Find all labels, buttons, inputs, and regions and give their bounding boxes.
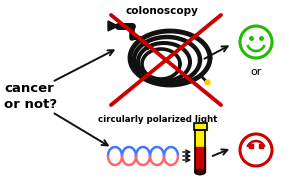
Bar <box>193 123 206 130</box>
Bar <box>193 123 206 130</box>
Polygon shape <box>108 21 118 31</box>
Text: cancer
or not?: cancer or not? <box>4 83 57 112</box>
Bar <box>195 130 205 147</box>
Bar <box>195 147 205 172</box>
Text: or: or <box>250 67 262 77</box>
Ellipse shape <box>195 170 205 174</box>
Bar <box>195 130 205 172</box>
Text: circularly polarized light: circularly polarized light <box>98 115 218 123</box>
Text: colonoscopy: colonoscopy <box>126 6 198 16</box>
